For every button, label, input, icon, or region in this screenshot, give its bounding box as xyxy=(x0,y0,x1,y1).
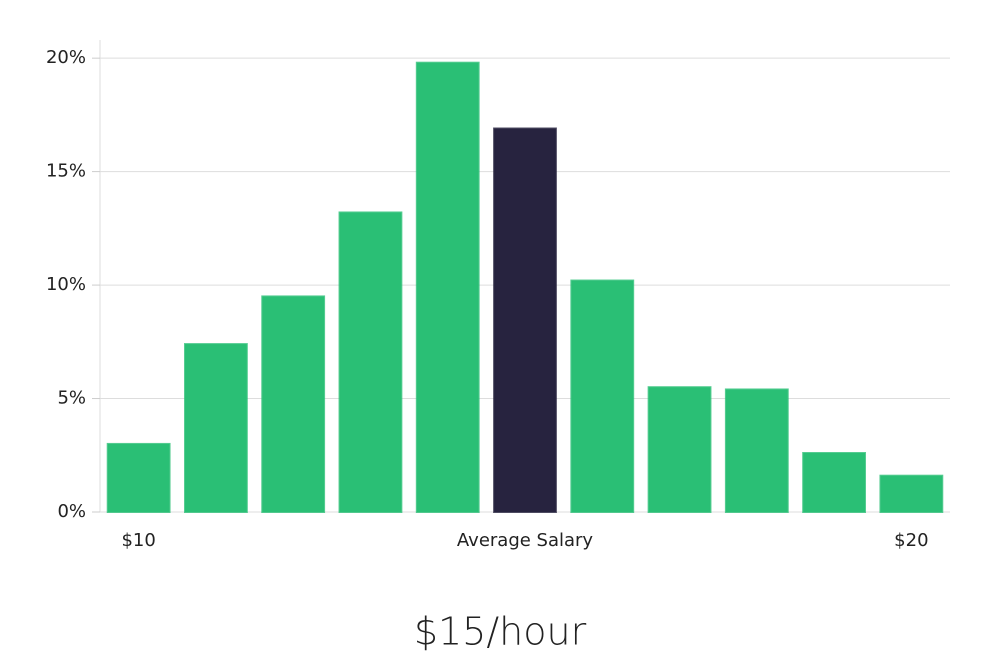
bar xyxy=(647,386,712,514)
x-tick-label: $10 xyxy=(121,530,155,551)
y-tick-label: 10% xyxy=(46,274,86,295)
bar xyxy=(802,452,867,513)
bar xyxy=(415,61,480,513)
bar xyxy=(724,388,789,514)
y-tick-label: 0% xyxy=(57,501,86,522)
bar xyxy=(184,343,248,514)
x-tick-label: Average Salary xyxy=(457,530,594,551)
x-tick-label: $20 xyxy=(894,530,928,551)
y-tick-label: 20% xyxy=(46,47,86,68)
y-tick-label: 15% xyxy=(46,161,86,182)
bar xyxy=(106,442,171,513)
y-tick-label: 5% xyxy=(57,388,86,409)
annotation: $15/hour xyxy=(414,610,587,654)
bar xyxy=(338,211,403,513)
bar xyxy=(570,279,635,513)
bar xyxy=(261,295,326,513)
bar xyxy=(879,474,944,514)
bar xyxy=(493,127,557,513)
